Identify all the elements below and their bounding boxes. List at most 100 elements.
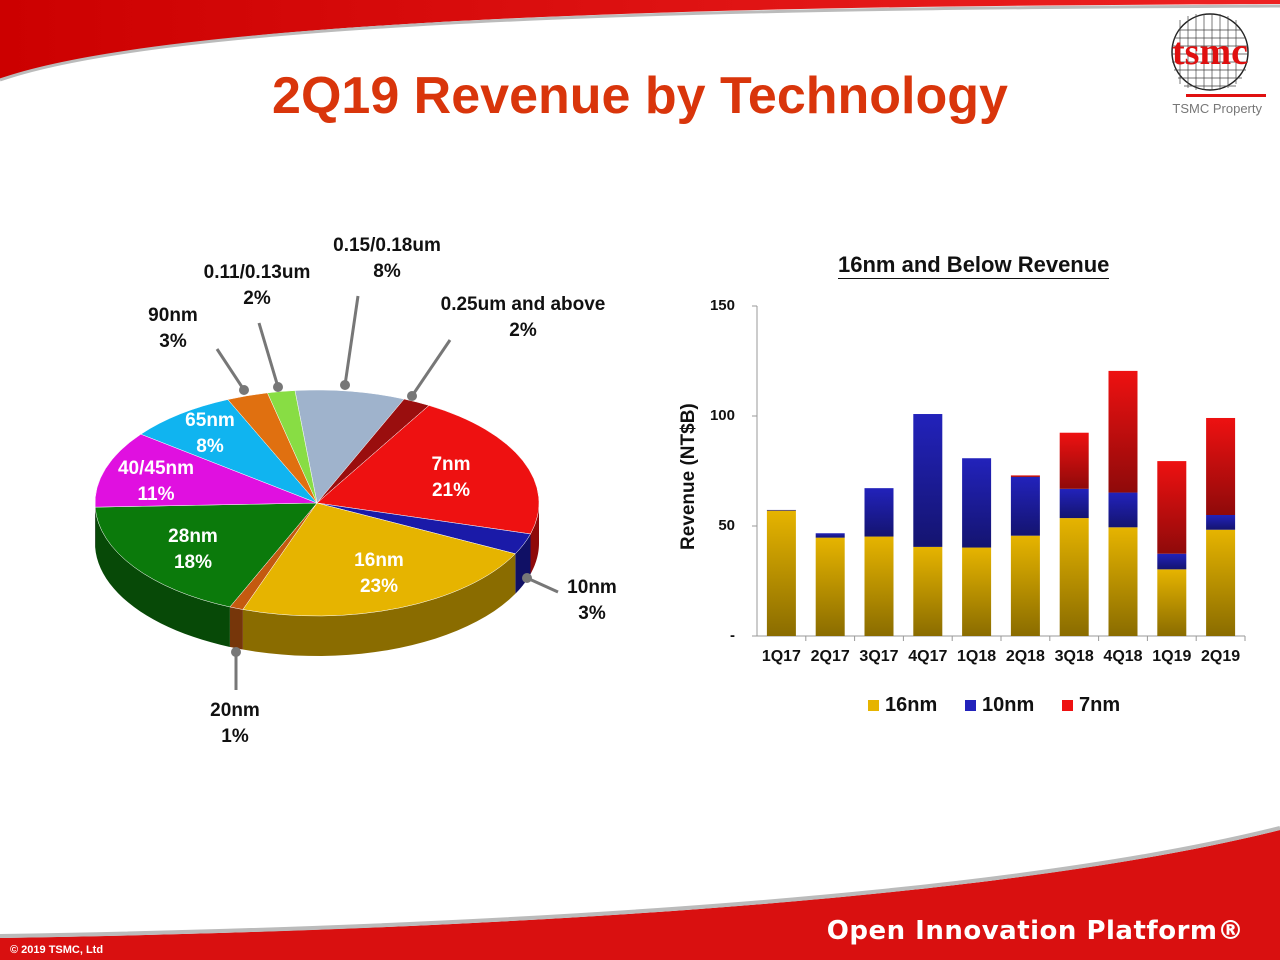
pie-label-0: 0.15/0.18um 8% [333,233,441,285]
bar-16nm-2Q18 [1010,535,1040,636]
slice-percent: 23% [359,576,399,597]
pie-slice-2 [316,405,540,535]
bar-10nm-4Q17 [913,414,943,547]
slice-percent: 18% [173,552,213,573]
pie-label-6: 28nm 18% [168,524,218,576]
bar-16nm-4Q17 [913,546,943,636]
pie-label-10: 0.11/0.13um 2% [204,260,311,312]
slice-name: 16nm [354,550,404,571]
pie-slice-10 [267,390,318,504]
property-label: TSMC Property [1172,101,1262,116]
slice-name: 65nm [185,410,235,431]
bar-10nm-2Q19 [1206,515,1236,530]
pie-label-4: 16nm 23% [354,548,404,600]
technology-pie-chart [94,295,559,690]
pie-slice-6 [94,502,318,608]
legend-label: 10nm [982,694,1035,716]
slice-name: 7nm [431,454,471,475]
revenue-bar-chart [752,305,1246,641]
bar-10nm-1Q19 [1157,553,1187,570]
x-tick-label: 3Q18 [1054,648,1094,665]
bar-10nm-3Q18 [1059,488,1089,519]
page-title: 2Q19 Revenue by Technology [272,67,1008,125]
bar-10nm-4Q18 [1108,492,1138,528]
slice-name: 0.11/0.13um [203,262,311,283]
legend-item-7nm: 7nm [1062,694,1120,717]
bar-10nm-1Q17 [766,509,796,511]
legend-swatch [965,700,976,711]
pie-label-2: 7nm 21% [431,452,470,504]
bar-7nm-4Q18 [1108,370,1138,493]
legend-item-16nm: 16nm [868,694,937,717]
y-tick-label: 150 [709,297,735,314]
y-tick-label: - [730,627,735,644]
x-tick-label: 2Q17 [810,648,850,665]
slice-name: 0.25um and above [440,294,606,315]
footer-brand: Open Innovation Platform® [826,916,1244,946]
slice-percent: 11% [137,484,175,505]
bar-16nm-3Q17 [864,536,894,636]
legend-item-10nm: 10nm [965,694,1034,717]
bar-7nm-3Q18 [1059,432,1089,489]
bar-16nm-1Q19 [1157,569,1187,636]
x-tick-label: 4Q18 [1103,648,1143,665]
bar-10nm-2Q18 [1010,476,1040,536]
x-tick-label: 1Q17 [761,648,801,665]
slice-percent: 1% [221,726,249,747]
bar-10nm-3Q17 [864,488,894,537]
pie-slice-4 [242,502,516,617]
pie-slice-0 [294,389,405,504]
bar-7nm-2Q18 [1010,475,1040,477]
y-tick-label: 100 [709,407,735,424]
bar-16nm-2Q17 [815,537,845,636]
pie-label-5: 20nm 1% [210,698,260,750]
slice-percent: 8% [196,436,224,457]
bar-10nm-2Q17 [815,533,845,538]
slice-percent: 2% [243,288,271,309]
tsmc-logo: tsmc [1171,13,1266,97]
bar-16nm-4Q18 [1108,527,1138,636]
bar-16nm-2Q19 [1206,529,1236,636]
slice-name: 20nm [210,700,260,721]
legend-swatch [868,700,879,711]
pie-label-7: 40/45nm 11% [118,456,194,508]
legend-label: 7nm [1079,694,1121,716]
pie-side-6 [95,507,230,647]
bar-7nm-1Q19 [1157,461,1187,554]
copyright: © 2019 TSMC, Ltd [10,944,104,956]
bar-16nm-3Q18 [1059,518,1089,636]
slice-name: 10nm [567,577,617,598]
slice-name: 0.15/0.18um [333,235,441,256]
pie-label-1: 0.25um and above 2% [441,292,606,344]
bar-16nm-1Q18 [962,547,992,636]
bar-10nm-1Q18 [962,458,992,548]
slice-percent: 3% [578,603,606,624]
pie-label-3: 10nm 3% [567,575,617,627]
pie-side-2 [530,503,539,574]
x-tick-label: 2Q18 [1005,648,1045,665]
bar-chart-title: 16nm and Below Revenue [838,252,1110,279]
slice-percent: 21% [431,480,471,501]
x-tick-label: 1Q18 [957,648,997,665]
pie-side-4 [242,553,516,656]
slice-name: 28nm [168,526,218,547]
legend-label: 16nm [885,694,938,716]
slice-percent: 3% [159,331,187,352]
slice-name: 40/45nm [117,458,195,479]
pie-label-8: 65nm 8% [185,408,235,460]
pie-label-9: 90nm 3% [148,303,198,355]
x-tick-label: 3Q17 [859,648,899,665]
slice-name: 90nm [148,305,198,326]
leader-lines [215,295,559,690]
x-tick-label: 1Q19 [1152,648,1192,665]
legend-swatch [1062,700,1073,711]
bar-7nm-2Q19 [1206,417,1236,515]
x-tick-label: 2Q19 [1201,648,1241,665]
pie-slice-8 [140,399,318,504]
slice-percent: 8% [373,261,401,282]
pie-slice-7 [94,433,318,508]
bar-16nm-1Q17 [766,510,796,636]
x-tick-label: 4Q17 [908,648,948,665]
slice-percent: 2% [509,320,537,341]
